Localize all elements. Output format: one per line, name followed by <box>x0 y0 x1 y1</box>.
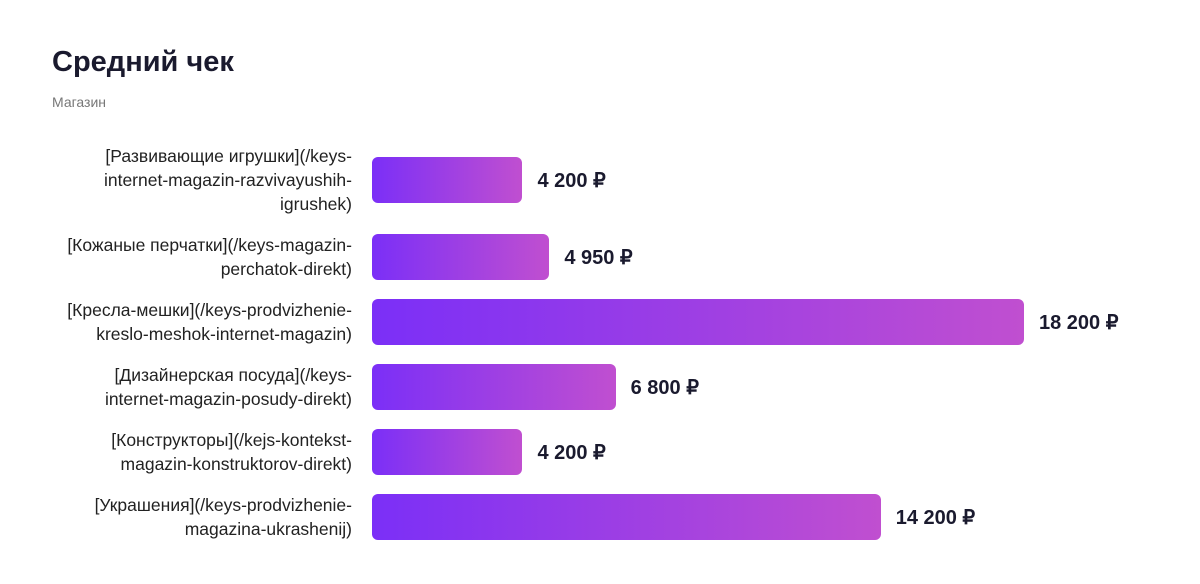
bar-row: [Кресла-мешки](/keys-prodvizhenie-kreslo… <box>62 298 1118 346</box>
bar <box>372 157 523 203</box>
chart-subtitle: Магазин <box>52 94 107 110</box>
bar-row: [Конструкторы](/kejs-kontekst-magazin-ko… <box>62 428 1118 476</box>
category-label: [Дизайнерская посуда](/keys-internet-mag… <box>104 365 352 409</box>
bar-row: [Дизайнерская посуда](/keys-internet-mag… <box>62 363 1118 411</box>
category-label: [Развивающие игрушки](/keys-internet-mag… <box>103 146 352 214</box>
bar-row: [Украшения](/keys-prodvizhenie-magazina-… <box>62 493 1118 541</box>
category-label: [Конструкторы](/kejs-kontekst-magazin-ko… <box>111 430 352 474</box>
value-label: 4 200 ₽ <box>537 441 606 464</box>
bar <box>372 429 523 475</box>
value-label: 14 200 ₽ <box>895 506 976 529</box>
chart-title: Средний чек <box>52 46 234 78</box>
bar <box>372 494 881 540</box>
value-label: 4 950 ₽ <box>564 246 633 269</box>
value-label: 4 200 ₽ <box>537 169 606 192</box>
value-label: 6 800 ₽ <box>630 376 699 399</box>
bar <box>372 364 616 410</box>
bar-rows: [Развивающие игрушки](/keys-internet-mag… <box>62 144 1118 541</box>
category-label: [Кожаные перчатки](/keys-magazin-perchat… <box>67 235 352 279</box>
bar <box>372 299 1024 345</box>
bar-row: [Развивающие игрушки](/keys-internet-mag… <box>62 144 1118 216</box>
category-label: [Украшения](/keys-prodvizhenie-magazina-… <box>94 495 352 539</box>
bar-row: [Кожаные перчатки](/keys-magazin-perchat… <box>62 233 1118 281</box>
category-label: [Кресла-мешки](/keys-prodvizhenie-kreslo… <box>67 300 352 344</box>
value-label: 18 200 ₽ <box>1039 311 1119 334</box>
bar <box>372 234 550 280</box>
